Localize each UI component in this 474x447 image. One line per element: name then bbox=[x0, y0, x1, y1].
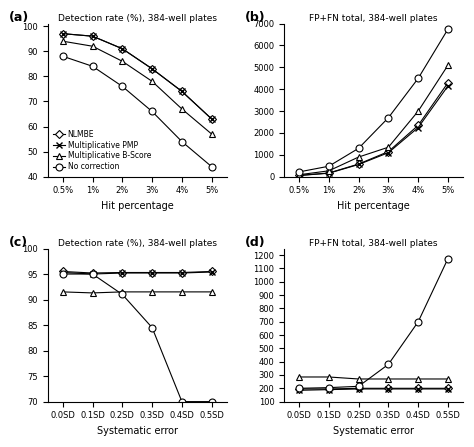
Title: FP+FN total, 384-well plates: FP+FN total, 384-well plates bbox=[309, 239, 438, 248]
Text: (d): (d) bbox=[245, 236, 265, 249]
Text: (a): (a) bbox=[9, 11, 29, 25]
Title: Detection rate (%), 384-well plates: Detection rate (%), 384-well plates bbox=[58, 14, 217, 23]
X-axis label: Systematic error: Systematic error bbox=[97, 426, 178, 436]
X-axis label: Hit percentage: Hit percentage bbox=[101, 201, 173, 211]
X-axis label: Systematic error: Systematic error bbox=[333, 426, 414, 436]
Text: (b): (b) bbox=[245, 11, 265, 25]
Title: FP+FN total, 384-well plates: FP+FN total, 384-well plates bbox=[309, 14, 438, 23]
Text: (c): (c) bbox=[9, 236, 27, 249]
Legend: NLMBE, Multiplicative PMP, Multiplicative B-Score, No correction: NLMBE, Multiplicative PMP, Multiplicativ… bbox=[52, 128, 153, 173]
X-axis label: Hit percentage: Hit percentage bbox=[337, 201, 410, 211]
Title: Detection rate (%), 384-well plates: Detection rate (%), 384-well plates bbox=[58, 239, 217, 248]
